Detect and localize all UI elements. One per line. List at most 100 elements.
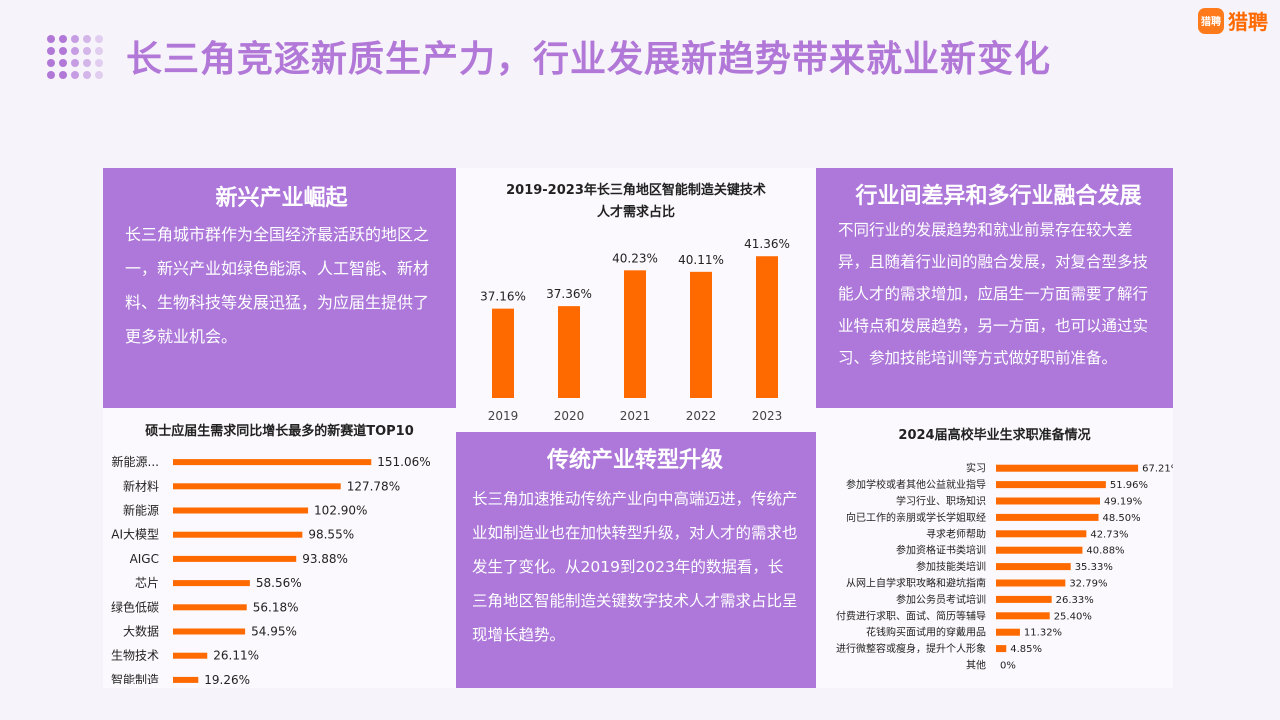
value-label-top10: 58.56% (256, 576, 302, 590)
panel-industry-diff: 行业间差异和多行业融合发展 不同行业的发展趋势和就业前景存在较大差异，且随着行业… (816, 168, 1173, 408)
bar-top10 (173, 604, 247, 611)
category-label-top10: 智能制造 (111, 672, 159, 684)
value-label-year-2022: 40.11% (678, 253, 724, 267)
liepin-logo-text: 猎聘 (1228, 10, 1268, 34)
bar-year-2020 (558, 306, 580, 398)
bar-top10 (173, 459, 372, 466)
chart-title-line-1: 2019-2023年长三角地区智能制造关键技术 (506, 183, 766, 198)
panel-body-industry-diff: 不同行业的发展趋势和就业前景存在较大差异，且随着行业间的融合发展，对复合型多技能… (838, 221, 1149, 367)
bar-job-prep (996, 530, 1087, 538)
panel-body-emerging: 长三角城市群作为全国经济最活跃的地区之一，新兴产业如绿色能源、人工智能、新材料、… (125, 225, 430, 346)
bar-top10 (173, 676, 199, 683)
bar-year-2019 (492, 308, 514, 398)
bar-top10 (173, 531, 303, 538)
category-label-top10: 新材料 (123, 478, 159, 493)
chart-title-job-prep: 2024届高校毕业生求职准备情况 (898, 428, 1091, 443)
category-label-top10: 芯片 (135, 576, 159, 590)
category-label-job-prep: 进行微整容或瘦身，提升个人形象 (836, 642, 986, 655)
value-label-job-prep: 40.88% (1086, 546, 1124, 557)
category-label-job-prep: 向已工作的亲朋或学长学姐取经 (846, 511, 986, 524)
chart-years-bars: 37.16% 2019 37.36% 2020 40.23% 2021 40.11% 2022… (480, 237, 790, 423)
value-label-job-prep: 48.50% (1103, 513, 1141, 524)
page-title: 长三角竞逐新质生产力，行业发展新趋势带来就业新变化 (126, 39, 1052, 80)
value-label-top10: 56.18% (253, 600, 299, 614)
value-label-job-prep: 11.32% (1024, 628, 1062, 639)
chart-title-top10: 硕士应届生需求同比增长最多的新赛道TOP10 (145, 424, 414, 439)
panel-top10-chart: 硕士应届生需求同比增长最多的新赛道TOP10 新能源... 151.06% 新材料 1… (103, 408, 456, 688)
category-label-job-prep: 学习行业、职场知识 (896, 495, 986, 508)
category-label-job-prep: 从网上自学求职攻略和避坑指南 (846, 577, 986, 590)
bar-top10 (173, 628, 246, 635)
bar-year-2021 (624, 270, 646, 398)
bar-top10 (173, 652, 208, 659)
bar-top10 (173, 555, 297, 562)
bar-job-prep (996, 595, 1052, 603)
value-label-top10: 26.11% (213, 649, 259, 663)
value-label-top10: 102.90% (314, 504, 367, 518)
tick-label-year-2019: 2019 (488, 409, 519, 423)
tick-label-year-2023: 2023 (752, 409, 783, 423)
category-label-job-prep: 实习 (966, 462, 986, 475)
tick-label-year-2022: 2022 (686, 409, 717, 423)
tick-label-year-2021: 2021 (620, 409, 651, 423)
value-label-top10: 151.06% (377, 455, 430, 469)
category-label-top10: AI大模型 (111, 528, 159, 542)
bar-year-2023 (756, 256, 778, 398)
panel-heading-traditional: 传统产业转型升级 (546, 448, 723, 473)
value-label-top10: 54.95% (251, 625, 297, 639)
chart-title-line-2: 人才需求占比 (596, 205, 675, 220)
bar-year-2022 (690, 271, 712, 398)
panel-body-traditional: 长三角加速推动传统产业向中高端迈进，传统产业如制造业也在加快转型升级，对人才的需… (472, 490, 798, 644)
value-label-top10: 19.26% (204, 673, 250, 684)
category-label-top10: 绿色低碳 (111, 599, 159, 614)
panel-heading-emerging: 新兴产业崛起 (215, 186, 348, 211)
bar-job-prep (996, 481, 1106, 489)
category-label-job-prep: 参加技能类培训 (916, 560, 986, 573)
value-label-job-prep: 26.33% (1056, 595, 1094, 606)
decorative-dots-icon (47, 35, 103, 79)
bar-job-prep (996, 628, 1020, 636)
bar-job-prep (996, 579, 1066, 587)
category-label-top10: 新能源... (112, 454, 159, 469)
panel-heading-industry-diff: 行业间差异和多行业融合发展 (855, 184, 1142, 209)
chart-job-prep-bars: 实习 67.21% 参加学校或者其他公益就业指导 51.96% 学习行业、职场知识 49.… (836, 462, 1173, 672)
liepin-logo-icon: 猎聘 (1198, 7, 1224, 34)
bar-top10 (173, 483, 341, 490)
category-label-top10: 生物技术 (111, 649, 159, 663)
tick-label-year-2020: 2020 (554, 409, 585, 423)
bar-job-prep (996, 612, 1050, 620)
category-label-job-prep: 花钱购买面试用的穿戴用品 (866, 626, 986, 639)
value-label-year-2019: 37.16% (480, 290, 526, 304)
value-label-top10: 127.78% (347, 479, 400, 493)
chart-title-tech-talent: 2019-2023年长三角地区智能制造关键技术 人才需求占比 (456, 168, 816, 224)
category-label-job-prep: 付费进行求职、面试、简历等辅导 (836, 609, 986, 622)
value-label-job-prep: 51.96% (1110, 480, 1148, 491)
value-label-job-prep: 42.73% (1090, 529, 1128, 540)
bar-job-prep (996, 645, 1007, 653)
value-label-job-prep: 49.19% (1104, 497, 1142, 508)
panel-emerging-industries: 新兴产业崛起 长三角城市群作为全国经济最活跃的地区之一，新兴产业如绿色能源、人工… (103, 168, 456, 408)
category-label-job-prep: 参加学校或者其他公益就业指导 (846, 478, 986, 491)
category-label-top10: AIGC (130, 552, 159, 566)
panel-job-prep-chart: 2024届高校毕业生求职准备情况 实习 67.21% 参加学校或者其他公益就业指导 5… (816, 408, 1173, 688)
category-label-job-prep: 其他 (966, 659, 986, 672)
bar-job-prep (996, 464, 1139, 472)
chart-top10-bars: 新能源... 151.06% 新材料 127.78% 新能源 102.90% AI大模型 98… (111, 454, 431, 684)
value-label-job-prep: 67.21% (1142, 464, 1173, 475)
category-label-top10: 大数据 (123, 624, 159, 639)
bar-top10 (173, 580, 250, 587)
value-label-job-prep: 0% (1000, 661, 1016, 672)
panel-traditional-industries: 传统产业转型升级 长三角加速推动传统产业向中高端迈进，传统产业如制造业也在加快转… (456, 432, 816, 688)
category-label-job-prep: 寻求老师帮助 (926, 527, 986, 540)
value-label-year-2021: 40.23% (612, 251, 658, 265)
value-label-job-prep: 32.79% (1069, 579, 1107, 590)
value-label-top10: 93.88% (302, 552, 348, 566)
bar-job-prep (996, 497, 1101, 505)
value-label-top10: 98.55% (308, 528, 354, 542)
value-label-job-prep: 4.85% (1010, 644, 1042, 655)
bar-job-prep (996, 546, 1083, 554)
category-label-job-prep: 参加资格证书类培训 (896, 544, 986, 557)
category-label-job-prep: 参加公务员考试培训 (896, 593, 986, 606)
bar-job-prep (996, 563, 1071, 571)
bar-job-prep (996, 513, 1099, 521)
